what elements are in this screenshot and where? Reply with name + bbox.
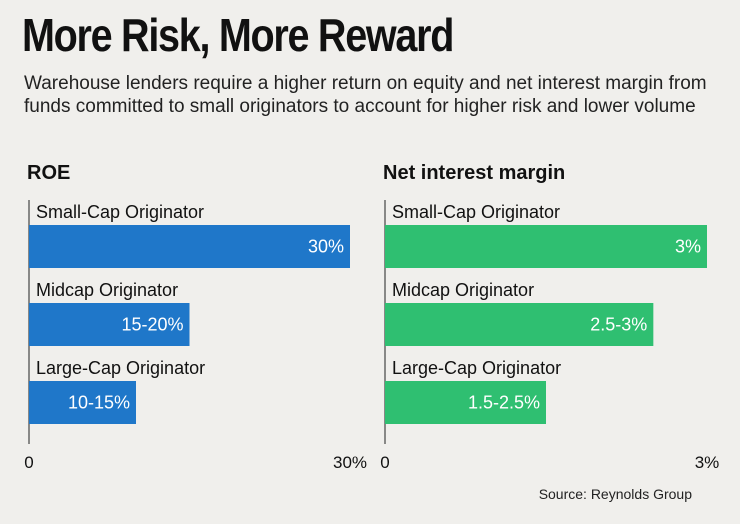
nim-panel-title: Net interest margin <box>383 162 565 184</box>
page-subtitle: Warehouse lenders require a higher retur… <box>24 73 707 117</box>
roe-value-label-2: 15-20% <box>121 315 183 335</box>
roe-tick-label-min: 0 <box>24 453 33 472</box>
nim-tick-label-max: 3% <box>695 453 720 472</box>
roe-value-label-3: 10-15% <box>68 393 130 413</box>
roe-category-label-3: Large-Cap Originator <box>36 358 205 378</box>
nim-category-label-3: Large-Cap Originator <box>392 358 561 378</box>
nim-tick-label-min: 0 <box>380 453 389 472</box>
nim-value-label-2: 2.5-3% <box>590 315 647 335</box>
roe-value-label-1: 30% <box>308 237 344 257</box>
nim-bar-1 <box>385 225 707 268</box>
nim-value-label-3: 1.5-2.5% <box>468 393 540 413</box>
nim-value-label-1: 3% <box>675 237 701 257</box>
nim-category-label-2: Midcap Originator <box>392 280 534 300</box>
roe-bar-1 <box>29 225 350 268</box>
roe-tick-label-max: 30% <box>333 453 367 472</box>
page-title: More Risk, More Reward <box>22 9 454 61</box>
nim-bar-2 <box>385 303 654 346</box>
roe-category-label-2: Midcap Originator <box>36 280 178 300</box>
roe-category-label-1: Small-Cap Originator <box>36 202 204 222</box>
roe-bar-3 <box>29 381 136 424</box>
roe-bar-2 <box>29 303 190 346</box>
roe-panel-title: ROE <box>27 162 70 184</box>
nim-category-label-1: Small-Cap Originator <box>392 202 560 222</box>
nim-bar-3 <box>385 381 546 424</box>
source-note: Source: Reynolds Group <box>538 486 692 502</box>
